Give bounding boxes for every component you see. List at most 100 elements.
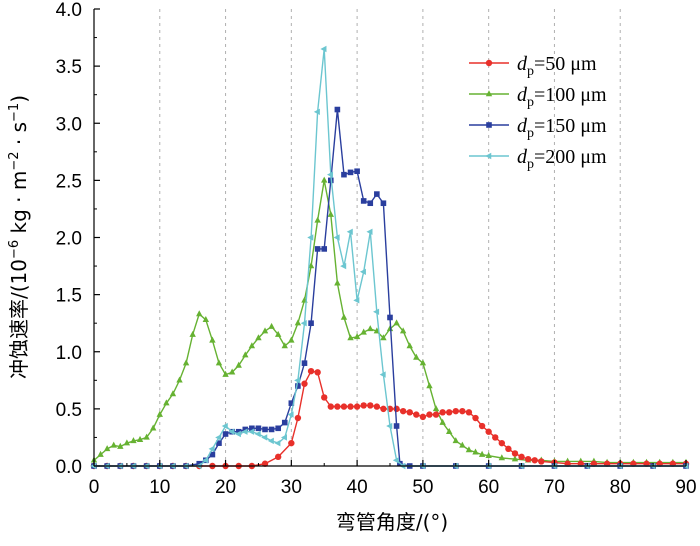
series-1-point-52 [432, 405, 440, 412]
series-0-point-42 [465, 409, 473, 416]
series-1-point-11 [163, 399, 170, 406]
legend-sub-2: p [527, 126, 534, 141]
series-3-point-20 [274, 439, 281, 447]
series-2-point-32 [354, 168, 360, 175]
series-1-point-42 [367, 325, 374, 332]
series-1-point-25 [255, 334, 262, 341]
series-2-point-27 [321, 246, 328, 252]
series-2-point-10 [209, 451, 216, 458]
series-2-point-34 [367, 200, 374, 207]
series-1-point-15 [189, 330, 196, 337]
series-1-point-13 [176, 376, 183, 383]
series-1-point-58 [472, 448, 479, 455]
y-tick-label-6: 3.0 [56, 114, 82, 135]
series-3-point-0 [90, 462, 97, 470]
series-2-point-26 [314, 246, 321, 252]
series-3-point-13 [228, 428, 235, 435]
legend-label-0: dp=50 μm [517, 53, 597, 79]
series-3-point-15 [241, 428, 248, 435]
series-1-point-38 [340, 313, 348, 320]
legend-var-0: d [517, 53, 528, 75]
x-tick-label-0: 0 [89, 477, 100, 498]
y-tick-label-7: 3.5 [56, 57, 82, 78]
y-title-part-3: · s [7, 122, 31, 152]
series-0-point-52 [531, 457, 538, 464]
legend-sub-3: p [527, 157, 534, 172]
series-0-point-32 [399, 407, 407, 415]
legend-entry-2: dp=150 μm [469, 115, 607, 141]
y-title-part-2: kg · m [7, 171, 31, 240]
legend-var-1: d [517, 84, 528, 106]
series-0-point-29 [380, 405, 387, 413]
series-1-point-17 [202, 315, 210, 322]
legend-entry-0: dp=50 μm [469, 53, 597, 79]
series-2-point-38 [393, 423, 400, 429]
series-1-point-50 [419, 359, 427, 366]
series-1-point-8 [143, 433, 150, 440]
series-3-point-37 [386, 422, 393, 430]
series-2-point-17 [255, 425, 262, 432]
series-3-point-33 [359, 268, 366, 275]
series-0-point-35 [419, 413, 427, 421]
series-0-point-50 [518, 453, 525, 461]
series-2-point-19 [268, 426, 275, 433]
x-tick-label-6: 60 [478, 477, 499, 498]
x-tick-label-9: 90 [675, 477, 696, 498]
y-tick-label-0: 0.0 [56, 457, 82, 478]
series-2-point-11 [216, 440, 222, 446]
series-1-point-21 [228, 368, 236, 375]
y-tick-label-1: 0.5 [56, 400, 82, 421]
series-2-point-20 [275, 425, 281, 432]
legend-label-3: dp=200 μm [517, 146, 607, 172]
series-1-point-54 [446, 427, 453, 434]
series-3-point-22 [287, 411, 294, 418]
legend-rest-3: =200 μm [534, 146, 607, 168]
series-1-point-40 [353, 333, 361, 340]
series-0-point-15 [288, 439, 295, 447]
series-0-point-48 [505, 445, 512, 453]
series-2-point-35 [374, 191, 380, 197]
series-0-point-41 [459, 407, 466, 415]
series-1-point-18 [209, 336, 216, 343]
series-0-point-31 [393, 405, 400, 413]
series-2-point-15 [242, 426, 249, 433]
series-0-point-43 [472, 414, 479, 422]
series-1-point-51 [426, 382, 433, 389]
series-0-point-13 [261, 460, 269, 467]
series-0-point-24 [347, 403, 354, 410]
series-0-point-40 [452, 407, 459, 415]
legend-var-2: d [517, 115, 528, 137]
series-0-point-44 [478, 422, 486, 430]
series-3-point-21 [280, 434, 287, 441]
series-1-point-20 [222, 370, 229, 377]
series-0-point-39 [446, 409, 453, 416]
series-3-point-25 [307, 234, 314, 241]
series-3-point-23 [294, 377, 301, 384]
series-1-point-14 [182, 359, 190, 366]
legend-marker-3 [485, 152, 492, 160]
series-0-point-18 [307, 367, 315, 375]
series-1-point-44 [380, 334, 387, 341]
series-2-point-23 [295, 383, 301, 389]
series-1-point-12 [169, 390, 177, 397]
series-1-point-26 [261, 327, 269, 334]
series-0-point-28 [373, 403, 381, 410]
y-tick-label-8: 4.0 [56, 0, 82, 21]
y-title-exp-2: −2 [7, 151, 22, 170]
series-1-point-27 [268, 322, 275, 329]
series-2-point-36 [380, 200, 387, 207]
series-1-point-10 [156, 410, 163, 417]
y-tick-label-5: 2.5 [56, 171, 82, 192]
series-3-point-10 [208, 445, 215, 453]
y-tick-label-3: 1.5 [56, 286, 82, 307]
series-3-point-18 [261, 434, 268, 441]
series-1-point-48 [406, 342, 413, 349]
legend-rest-0: =50 μm [534, 53, 597, 75]
series-0-point-19 [314, 369, 321, 376]
series-1-point-37 [334, 279, 341, 286]
legend-marker-2 [486, 122, 492, 128]
series-3-point-17 [254, 430, 261, 438]
series-0-point-33 [406, 409, 413, 416]
